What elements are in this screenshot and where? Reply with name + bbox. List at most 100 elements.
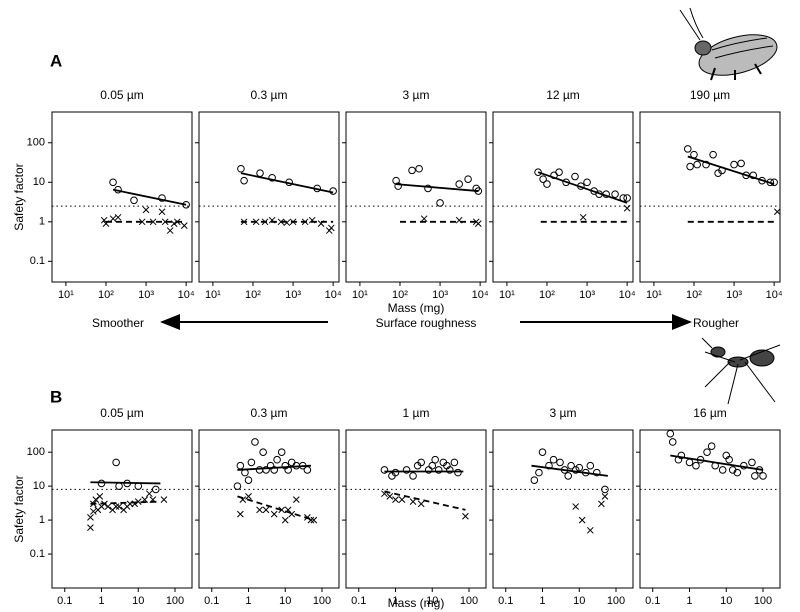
x-tick-label: 100 [460, 595, 478, 607]
data-point [158, 208, 166, 216]
data-point [134, 498, 142, 505]
y-tick-label: 100 [27, 446, 45, 458]
data-point [567, 461, 575, 470]
panel-letter: B [50, 387, 62, 406]
data-point [677, 451, 686, 460]
fit-line [537, 171, 628, 204]
x-axis-label: Mass (mg) [388, 301, 445, 315]
panel-title: 0.05 µm [100, 88, 144, 102]
data-point [575, 463, 584, 472]
plot-frame [639, 429, 781, 589]
data-point [115, 482, 123, 490]
x-tick-label: 10⁴ [178, 289, 195, 301]
x-tick-label: 10² [392, 289, 408, 301]
data-point [270, 510, 278, 518]
y-tick-label: 10 [33, 176, 45, 188]
data-point [707, 442, 716, 451]
data-point [409, 498, 417, 505]
data-point [415, 164, 423, 173]
panel-title: 0.05 µm [100, 406, 144, 420]
data-point [668, 438, 677, 446]
y-axis-label: Safety factor [12, 163, 26, 230]
data-point [549, 455, 558, 464]
roughness-center: Surface roughness [376, 316, 477, 330]
plot-frame [198, 429, 340, 589]
fit-line [112, 188, 187, 206]
panel-title: 190 µm [690, 88, 730, 102]
data-point [583, 178, 591, 187]
x-tick-label: 100 [166, 595, 184, 607]
data-point [749, 171, 757, 180]
data-point [455, 180, 463, 188]
plot-frame [198, 111, 340, 283]
fit-line [240, 172, 334, 194]
data-point [329, 187, 337, 195]
data-point [130, 196, 138, 205]
data-point [725, 455, 733, 464]
data-point [262, 466, 270, 474]
data-point [115, 503, 123, 510]
y-tick-label: 100 [27, 137, 45, 149]
y-tick-label: 0.1 [30, 548, 45, 560]
plot-frame [492, 111, 634, 283]
data-point [539, 175, 547, 183]
plot-frame [51, 111, 193, 283]
data-point [292, 496, 300, 504]
data-point [748, 458, 756, 467]
x-tick-label: 100 [607, 595, 625, 607]
fit-line [237, 495, 315, 521]
data-point [586, 461, 595, 470]
panel-letter: A [50, 51, 62, 70]
data-point [109, 178, 117, 187]
data-point [112, 458, 120, 467]
data-point [270, 466, 278, 474]
data-point [611, 190, 619, 198]
data-point [160, 496, 168, 504]
data-point [97, 479, 106, 488]
data-point [586, 526, 594, 534]
data-point [287, 458, 296, 467]
data-point [145, 490, 153, 498]
data-point [578, 516, 586, 524]
x-tick-label: 1 [686, 595, 692, 607]
x-tick-label: 0.1 [498, 595, 513, 607]
x-tick-label: 10 [279, 595, 291, 607]
x-tick-label: 10³ [285, 289, 301, 301]
data-point [256, 506, 263, 514]
data-point [310, 516, 318, 524]
data-point [564, 472, 572, 480]
data-point [303, 466, 312, 474]
x-tick-label: 10⁴ [325, 289, 342, 301]
data-point [702, 160, 710, 169]
x-tick-label: 100 [754, 595, 772, 607]
fit-line [90, 500, 161, 505]
panel-title: 12 µm [546, 88, 580, 102]
x-tick-label: 0.1 [57, 595, 72, 607]
x-tick-label: 1 [539, 595, 545, 607]
data-point [572, 503, 580, 510]
x-tick-label: 1 [392, 595, 398, 607]
x-tick-label: 10⁴ [766, 289, 783, 301]
x-tick-label: 1 [245, 595, 251, 607]
data-point [685, 458, 694, 467]
fit-line [90, 481, 161, 485]
data-point [109, 215, 117, 223]
panel-title: 1 µm [403, 406, 430, 420]
fit-line [396, 183, 479, 192]
data-point [256, 169, 264, 177]
x-tick-label: 10¹ [352, 289, 368, 301]
panel-title: 16 µm [693, 406, 727, 420]
x-tick-label: 100 [313, 595, 331, 607]
y-tick-label: 1 [39, 216, 45, 228]
x-tick-label: 10 [573, 595, 585, 607]
data-point [240, 176, 248, 185]
data-point [245, 493, 252, 500]
x-tick-label: 10 [426, 595, 438, 607]
data-point [730, 160, 738, 169]
data-point [462, 512, 469, 520]
data-point [149, 218, 157, 226]
data-point [623, 204, 631, 212]
data-point [592, 468, 601, 477]
data-point [693, 160, 701, 169]
data-point [556, 458, 564, 467]
